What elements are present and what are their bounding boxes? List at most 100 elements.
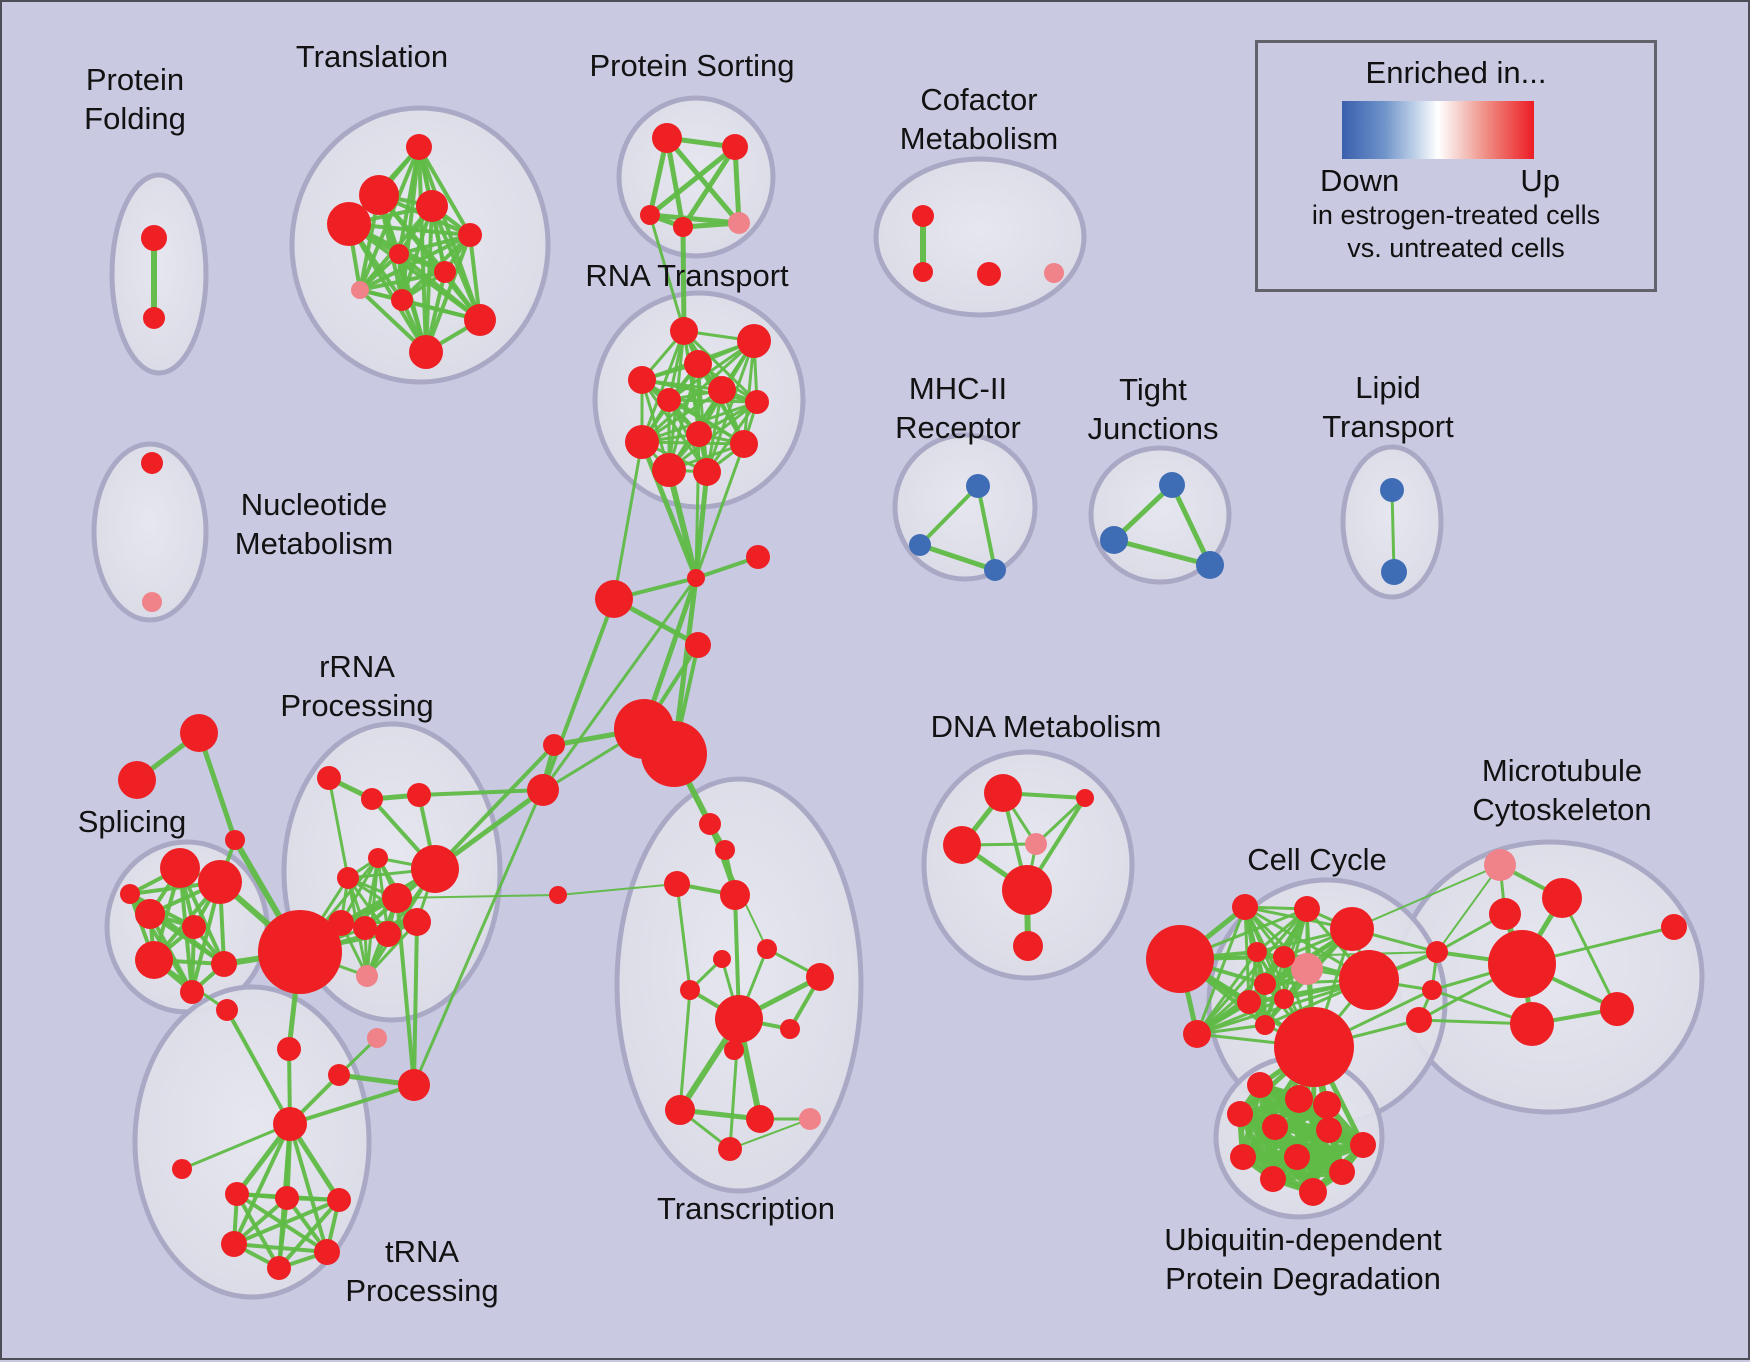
gene-set-node-dn2[interactable] xyxy=(277,1037,301,1061)
gene-set-node-cf4[interactable] xyxy=(1044,263,1064,283)
gene-set-node-sp1[interactable] xyxy=(160,848,200,888)
gene-set-node-tl9[interactable] xyxy=(391,289,413,311)
gene-set-node-tl4[interactable] xyxy=(416,190,448,222)
gene-set-node-rr1[interactable] xyxy=(317,766,341,790)
gene-set-node-nm2[interactable] xyxy=(142,592,162,612)
gene-set-node-tn6[interactable] xyxy=(267,1256,291,1280)
gene-set-node-ps2[interactable] xyxy=(722,134,748,160)
gene-set-node-rt1[interactable] xyxy=(670,317,698,345)
gene-set-node-lt2[interactable] xyxy=(1381,559,1407,585)
gene-set-node-rt12[interactable] xyxy=(693,458,721,486)
gene-set-node-sp2[interactable] xyxy=(198,860,242,904)
gene-set-node-br3[interactable] xyxy=(746,545,770,569)
gene-set-node-mt3[interactable] xyxy=(1510,1002,1554,1046)
gene-set-node-tc15[interactable] xyxy=(718,1137,742,1161)
gene-set-node-rt11[interactable] xyxy=(652,453,686,487)
gene-set-node-rr6[interactable] xyxy=(368,848,388,868)
gene-set-node-tj2[interactable] xyxy=(1100,526,1128,554)
gene-set-node-rt9[interactable] xyxy=(625,425,659,459)
gene-set-node-mt4[interactable] xyxy=(1600,992,1634,1026)
gene-set-node-rt3[interactable] xyxy=(684,350,712,378)
gene-set-node-ub2[interactable] xyxy=(1285,1085,1313,1113)
gene-set-node-tl1[interactable] xyxy=(406,134,432,160)
gene-set-node-ub6[interactable] xyxy=(1316,1117,1342,1143)
gene-set-node-pf1[interactable] xyxy=(141,225,167,251)
gene-set-node-rr13[interactable] xyxy=(258,910,342,994)
gene-set-node-st3[interactable] xyxy=(225,830,245,850)
gene-set-node-mt2[interactable] xyxy=(1489,898,1521,930)
gene-set-node-cc9[interactable] xyxy=(1237,990,1261,1014)
gene-set-node-ub7[interactable] xyxy=(1350,1132,1376,1158)
gene-set-node-ub12[interactable] xyxy=(1299,1178,1327,1206)
gene-set-node-cc7[interactable] xyxy=(1273,946,1295,968)
gene-set-node-ps4[interactable] xyxy=(673,217,693,237)
gene-set-node-mtB[interactable] xyxy=(1488,930,1556,998)
gene-set-node-sp3[interactable] xyxy=(135,899,165,929)
gene-set-node-cc4[interactable] xyxy=(1339,950,1399,1010)
gene-set-node-rr12[interactable] xyxy=(403,908,431,936)
gene-set-node-ub10[interactable] xyxy=(1260,1166,1286,1192)
gene-set-node-tc1[interactable] xyxy=(699,813,721,835)
gene-set-node-ub9[interactable] xyxy=(1284,1144,1310,1170)
gene-set-node-tc8[interactable] xyxy=(806,963,834,991)
gene-set-node-cch[interactable] xyxy=(1146,925,1214,993)
gene-set-node-tc4[interactable] xyxy=(720,880,750,910)
gene-set-node-cc10[interactable] xyxy=(1274,989,1294,1009)
gene-set-node-lt1[interactable] xyxy=(1380,478,1404,502)
gene-set-node-tc7[interactable] xyxy=(680,980,700,1000)
gene-set-node-tn3[interactable] xyxy=(327,1188,351,1212)
gene-set-node-sp7[interactable] xyxy=(180,980,204,1004)
gene-set-node-dn3[interactable] xyxy=(328,1064,350,1086)
gene-set-node-nm1[interactable] xyxy=(141,452,163,474)
gene-set-node-dm2[interactable] xyxy=(943,826,981,864)
gene-set-node-lc1[interactable] xyxy=(543,734,565,756)
gene-set-node-ub5[interactable] xyxy=(1313,1091,1341,1119)
gene-set-node-cc12[interactable] xyxy=(1183,1020,1211,1048)
gene-set-node-cf2[interactable] xyxy=(913,262,933,282)
gene-set-node-rt8[interactable] xyxy=(686,421,712,447)
gene-set-node-rt6[interactable] xyxy=(657,388,681,412)
gene-set-node-rr3[interactable] xyxy=(407,783,431,807)
gene-set-node-tn2[interactable] xyxy=(275,1186,299,1210)
gene-set-node-tc2[interactable] xyxy=(715,840,735,860)
gene-set-node-ub3[interactable] xyxy=(1227,1101,1253,1127)
gene-set-node-cc3[interactable] xyxy=(1330,907,1374,951)
gene-set-node-tni[interactable] xyxy=(172,1159,192,1179)
gene-set-node-st2[interactable] xyxy=(118,761,156,799)
gene-set-node-dn1[interactable] xyxy=(216,999,238,1021)
gene-set-node-tl10[interactable] xyxy=(464,304,496,336)
gene-set-node-rr8[interactable] xyxy=(382,883,412,913)
gene-set-node-ub1[interactable] xyxy=(1247,1072,1273,1098)
gene-set-node-cf1[interactable] xyxy=(912,205,934,227)
gene-set-node-mt1[interactable] xyxy=(1542,878,1582,918)
gene-set-node-rt7[interactable] xyxy=(745,390,769,414)
gene-set-node-dm4[interactable] xyxy=(1025,833,1047,855)
gene-set-node-mt6[interactable] xyxy=(1406,1007,1432,1033)
gene-set-node-tn4[interactable] xyxy=(221,1231,247,1257)
gene-set-node-tl3[interactable] xyxy=(327,202,371,246)
gene-set-node-sp8[interactable] xyxy=(120,884,140,904)
gene-set-node-rt10[interactable] xyxy=(730,430,758,458)
gene-set-node-hz1[interactable] xyxy=(549,886,567,904)
gene-set-node-sp6[interactable] xyxy=(211,951,237,977)
gene-set-node-cc1[interactable] xyxy=(1232,894,1258,920)
gene-set-node-tc6[interactable] xyxy=(713,950,731,968)
gene-set-node-rt4[interactable] xyxy=(628,366,656,394)
gene-set-node-br1[interactable] xyxy=(687,569,705,587)
gene-set-node-rr7[interactable] xyxy=(337,867,359,889)
gene-set-node-tc14[interactable] xyxy=(799,1108,821,1130)
gene-set-node-ub8[interactable] xyxy=(1230,1144,1256,1170)
gene-set-node-rr14[interactable] xyxy=(356,965,378,987)
gene-set-node-tl2[interactable] xyxy=(359,175,399,215)
gene-set-node-mtb1[interactable] xyxy=(1426,941,1448,963)
gene-set-node-tc13[interactable] xyxy=(746,1105,774,1133)
gene-set-node-tc10[interactable] xyxy=(780,1019,800,1039)
gene-set-node-cc2[interactable] xyxy=(1294,896,1320,922)
gene-set-node-tn5[interactable] xyxy=(314,1239,340,1265)
gene-set-node-mtp[interactable] xyxy=(1484,849,1516,881)
gene-set-node-ub11[interactable] xyxy=(1329,1159,1355,1185)
gene-set-node-dm6[interactable] xyxy=(1013,931,1043,961)
gene-set-node-ub4[interactable] xyxy=(1262,1114,1288,1140)
gene-set-node-tc3[interactable] xyxy=(664,871,690,897)
gene-set-node-mt5[interactable] xyxy=(1661,914,1687,940)
